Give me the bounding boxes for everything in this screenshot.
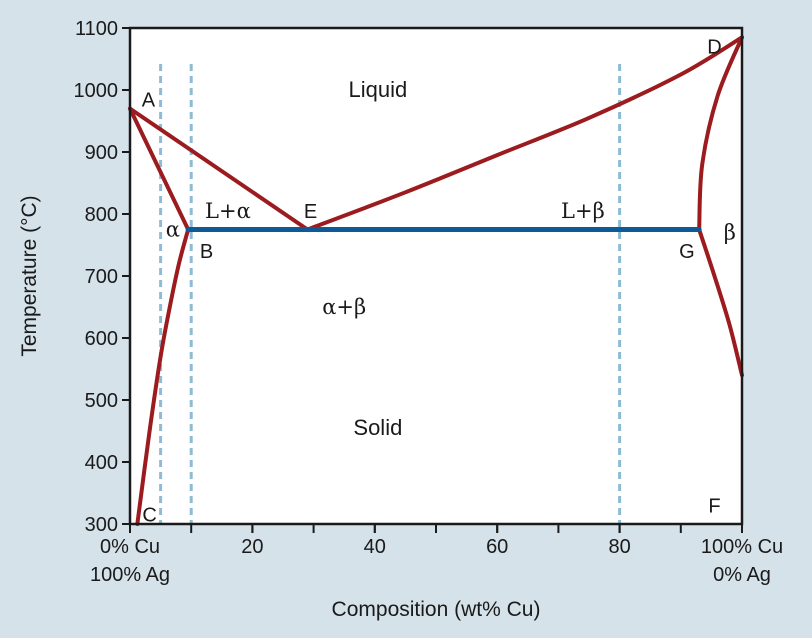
y-tick-label-800: 800 <box>85 204 118 226</box>
point-label-b: B <box>200 241 213 263</box>
x-axis-label: Composition (wt% Cu) <box>332 598 541 621</box>
y-tick-label-600: 600 <box>85 328 118 350</box>
x-tick-label-80: 80 <box>608 536 630 558</box>
x-tick-label-line: 60 <box>486 536 508 558</box>
x-tick-label-line: 100% Cu <box>701 536 783 558</box>
region-label-l-plus-alpha: L+α <box>205 199 251 223</box>
plot-area <box>130 28 742 524</box>
y-tick-label-500: 500 <box>85 390 118 412</box>
x-tick-label-line: 40 <box>364 536 386 558</box>
x-tick-label-40: 40 <box>364 536 386 558</box>
curve-liquidus-left-a-e <box>128 106 310 232</box>
y-tick-label-1100: 1100 <box>75 18 118 40</box>
y-tick-label-300: 300 <box>85 514 118 536</box>
y-tick-label-1000: 1000 <box>74 80 119 102</box>
x-tick-label-100: 100% Cu 0% Ag <box>701 536 783 586</box>
y-axis-label: Temperature (°C) <box>18 195 41 356</box>
curve-liquidus-right-e-d <box>305 35 744 232</box>
region-label-solid: Solid <box>353 415 402 440</box>
region-label-alpha: α <box>166 218 180 242</box>
y-tick-label-900: 900 <box>85 142 118 164</box>
x-tick-label-line: 100% Ag <box>90 564 170 586</box>
x-tick-label-line: 0% Ag <box>713 564 771 586</box>
x-tick-label-20: 20 <box>241 536 263 558</box>
region-label-alpha-plus-beta: α+β <box>322 295 366 319</box>
region-label-beta: β <box>724 221 736 245</box>
region-label-liquid: Liquid <box>349 77 408 102</box>
point-label-f: F <box>708 495 720 517</box>
curve-solidus-beta-d-g <box>697 35 744 232</box>
x-tick-label-line: 20 <box>241 536 263 558</box>
curve-solidus-alpha-a-b <box>128 106 191 232</box>
x-tick-label-0: 0% Cu 100% Ag <box>90 536 170 586</box>
x-tick-label-60: 60 <box>486 536 508 558</box>
point-label-c: C <box>142 505 156 527</box>
curve-solvus-beta-g <box>697 227 744 378</box>
y-tick-label-400: 400 <box>85 452 118 474</box>
point-label-a: A <box>142 89 156 111</box>
point-label-e: E <box>304 201 317 223</box>
point-label-g: G <box>679 241 695 263</box>
region-label-l-plus-beta: L+β <box>561 199 605 223</box>
x-tick-label-line: 0% Cu <box>100 536 160 558</box>
x-tick-label-line: 80 <box>608 536 630 558</box>
curve-solvus-alpha-b-c <box>135 227 191 526</box>
y-tick-label-700: 700 <box>85 266 118 288</box>
point-label-d: D <box>707 37 721 59</box>
